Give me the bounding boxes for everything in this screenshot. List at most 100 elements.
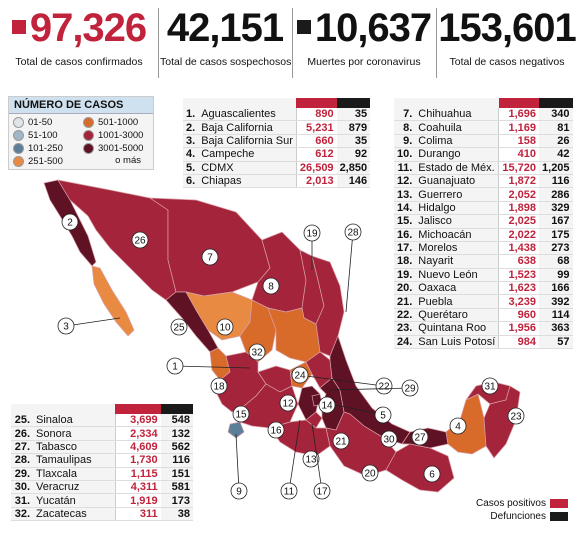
state-name: Nayarit: [415, 254, 499, 269]
state-name: Zacatecas: [33, 507, 116, 522]
table-row: 21. Puebla 3,239 392: [394, 294, 573, 309]
state-deaths: 38: [160, 507, 193, 522]
legend-label: 1001-3000: [98, 130, 144, 142]
state-name: San Luis Potosí: [415, 335, 499, 350]
state-number: 31.: [11, 493, 33, 508]
deaths-header-bar: [539, 98, 573, 108]
map-label: 27: [414, 433, 426, 444]
header-spacer: [33, 404, 115, 414]
state-deaths: 173: [160, 493, 193, 508]
state-cases: 1,115: [114, 467, 161, 481]
legend-item: 01-50: [13, 117, 83, 128]
callout-circle: [279, 394, 297, 412]
state-cases: 5,231: [295, 120, 337, 135]
footer-deaths: Defunciones: [490, 511, 568, 522]
callout-circle: [374, 406, 392, 424]
map-label: 13: [305, 455, 317, 466]
state-deaths: 146: [336, 174, 371, 189]
state-cases: 612: [295, 147, 337, 162]
legend-swatch: [13, 143, 24, 155]
table-header: [394, 98, 573, 108]
state-deaths: 340: [539, 108, 573, 122]
map-label: 15: [235, 410, 247, 421]
table-row: 7. Chihuahua 1,696 340: [394, 108, 573, 122]
callout-line: [235, 433, 240, 492]
table-row: 17. Morelos 1,438 273: [394, 241, 573, 256]
state-number: 29.: [11, 467, 33, 481]
state-quintana-roo: [483, 385, 521, 459]
state-cases: 3,239: [498, 294, 540, 309]
legend-swatch: [83, 143, 94, 155]
state-name: Morelos: [415, 241, 499, 256]
table-row: 23. Quintana Roo 1,956 363: [394, 321, 573, 336]
state-number: 6.: [183, 174, 199, 189]
state-name: Jalisco: [415, 214, 499, 229]
suspected-stat: 42,151 Total de casos sospechosos: [160, 6, 292, 68]
map-label: 2: [67, 218, 73, 229]
header-divider: [436, 8, 437, 78]
state-number: 21.: [394, 294, 416, 309]
legend-swatch: [13, 130, 24, 142]
footer-deaths-label: Defunciones: [490, 511, 546, 522]
state-name: CDMX: [198, 161, 297, 175]
callout-circle: [230, 482, 248, 500]
map-label: 22: [378, 382, 390, 393]
table-row: 30. Veracruz 4,311 581: [11, 480, 193, 495]
callout-circle: [375, 377, 393, 395]
state-number: 7.: [394, 108, 416, 122]
state-number: 4.: [183, 147, 199, 162]
state-cases: 4,311: [114, 480, 161, 495]
callout-circle: [267, 421, 285, 439]
map-label: 1: [172, 362, 178, 373]
callout-circle: [232, 405, 250, 423]
table-row: 8. Coahuila 1,169 81: [394, 120, 573, 135]
state-deaths: 392: [539, 294, 573, 309]
map-label: 6: [429, 470, 435, 481]
legend-item: 251-500: [13, 156, 83, 167]
map-label: 3: [63, 322, 69, 333]
state-deaths: 166: [539, 281, 573, 296]
state-deaths: 562: [160, 440, 193, 455]
map-label: 28: [347, 228, 359, 239]
state-deaths: 116: [160, 453, 193, 468]
header-divider: [158, 8, 159, 78]
header-spacer: [11, 404, 33, 414]
state-sinaloa: [165, 291, 219, 353]
callout-circle: [210, 377, 228, 395]
callout-circle: [291, 366, 309, 384]
state-number: 15.: [394, 214, 416, 229]
state-cases: 1,623: [498, 281, 540, 296]
callout-circle: [423, 465, 441, 483]
suspected-label: Total de casos sospechosos: [160, 56, 292, 68]
state-number: 17.: [394, 241, 416, 256]
header-spacer: [415, 98, 499, 108]
deaths-value: 10,637: [314, 6, 432, 50]
callout-circle: [131, 231, 149, 249]
table-row: 14. Hidalgo 1,898 329: [394, 201, 573, 216]
state-deaths: 581: [160, 480, 193, 495]
state-number: 11.: [394, 161, 416, 175]
state-name: Chihuahua: [415, 108, 499, 122]
state-name: Guerrero: [415, 187, 499, 202]
legend-label: 251-500: [28, 156, 63, 168]
legend-label: 501-1000: [98, 117, 139, 129]
state-name: Yucatán: [33, 493, 116, 508]
state-number: 19.: [394, 268, 416, 283]
states-layer: [43, 179, 521, 493]
legend-label: 101-250: [28, 143, 63, 155]
cases-header-bar: [115, 404, 161, 414]
state-deaths: 81: [539, 120, 573, 135]
state-cases: 890: [295, 108, 337, 122]
state-cases: 1,696: [498, 108, 540, 122]
callout-line: [329, 387, 411, 391]
map-label: 11: [284, 487, 295, 498]
positive-swatch: [550, 498, 568, 508]
state-name: Tamaulipas: [33, 453, 116, 468]
table-row: 25. Sinaloa 3,699 548: [11, 414, 193, 428]
callout-circle: [361, 464, 379, 482]
state-deaths: 42: [539, 147, 573, 162]
legend-item: 1001-3000: [83, 130, 155, 141]
map-label: 16: [270, 426, 282, 437]
state-name: Estado de Méx.: [415, 161, 499, 175]
